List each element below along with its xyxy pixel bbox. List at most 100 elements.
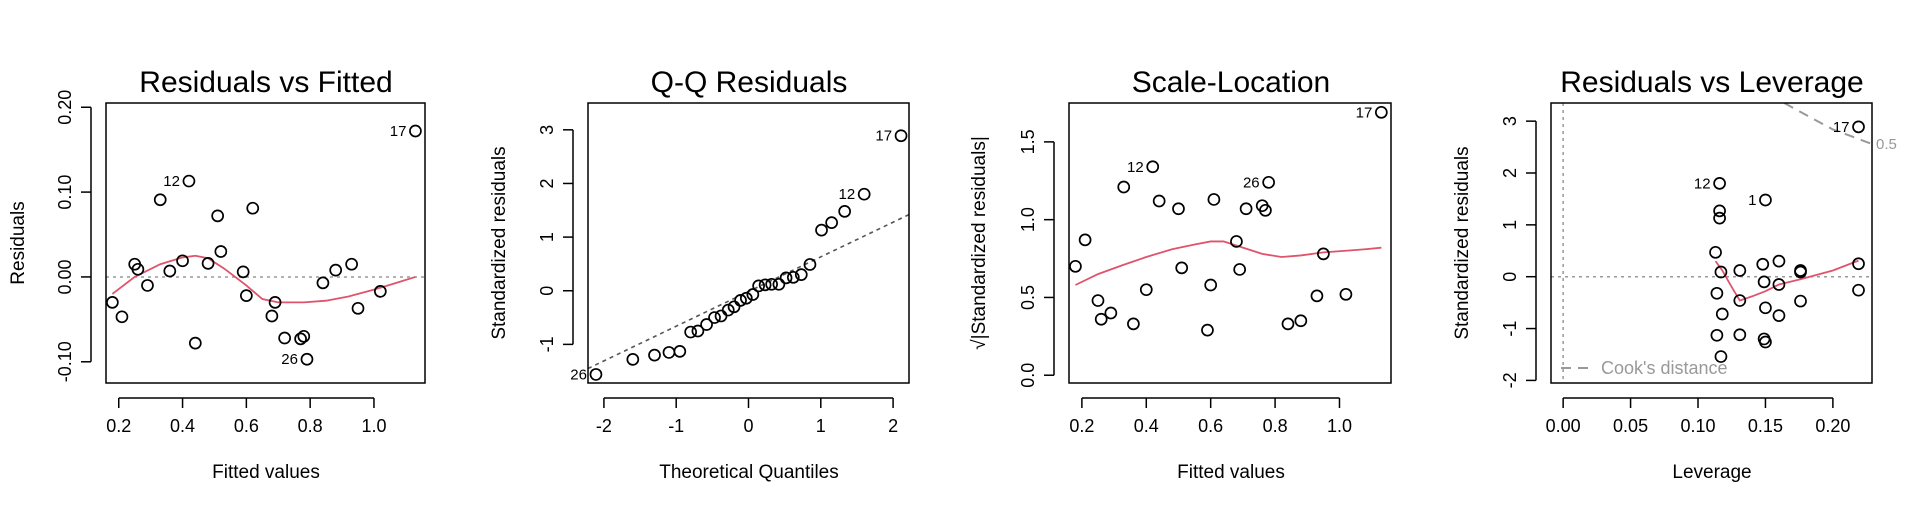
panel-residuals-vs-fitted: Residuals vs Fitted Fitted values Residu… [8, 66, 426, 483]
y-tick-label: 0.10 [55, 175, 75, 210]
x-tick-label: 0.05 [1613, 416, 1648, 436]
data-point [1852, 257, 1865, 271]
x-tick-label: 0.6 [234, 416, 259, 436]
y-tick-label: 2 [1500, 168, 1520, 178]
x-tick-label: 0.8 [298, 416, 323, 436]
data-point [1294, 314, 1308, 328]
data-point [1710, 286, 1724, 300]
chart-title: Residuals vs Fitted [139, 66, 392, 99]
data-point [1759, 301, 1772, 315]
data-point [1733, 264, 1747, 277]
y-tick-label: 0.5 [1018, 285, 1038, 310]
data-point [1710, 328, 1724, 342]
y-tick-label: 3 [537, 125, 557, 135]
data-point [1117, 180, 1131, 194]
data-point [626, 353, 640, 366]
data-point [1733, 294, 1747, 307]
y-tick-label: 2 [537, 178, 557, 188]
data-point [351, 301, 365, 315]
data-point [246, 201, 260, 215]
data-point [1374, 105, 1388, 119]
point-label: 12 [163, 173, 180, 190]
data-point [1175, 261, 1189, 275]
y-axis-label: Residuals [8, 201, 29, 284]
point-label: 26 [1243, 174, 1260, 191]
data-point [1201, 323, 1214, 337]
data-point [1233, 263, 1247, 276]
x-tick-label: 0.2 [1069, 416, 1094, 436]
data-point [662, 346, 676, 359]
data-point [1127, 317, 1140, 331]
data-point [1852, 120, 1865, 134]
data-point [857, 187, 871, 201]
data-point [1713, 177, 1726, 190]
chart-title: Scale-Location [1132, 66, 1330, 99]
data-point [201, 257, 215, 270]
plot-area [106, 254, 425, 304]
x-tick-label: 0 [743, 416, 753, 436]
data-point [1339, 287, 1353, 301]
x-tick-label: 0.4 [170, 416, 195, 436]
data-point [734, 294, 747, 307]
point-label: 17 [875, 128, 892, 145]
point-label: 12 [1127, 159, 1144, 176]
data-point [1733, 328, 1747, 342]
data-point [752, 279, 765, 293]
data-point [1310, 289, 1324, 303]
data-point [1091, 294, 1105, 307]
data-point [746, 288, 760, 301]
data-point [1852, 283, 1865, 297]
data-point [815, 223, 828, 237]
point-label: 26 [281, 351, 298, 368]
data-point [1069, 259, 1082, 273]
panel-residuals-vs-leverage: Residuals vs Leverage Leverage Standardi… [1452, 66, 1897, 483]
x-tick-label: 0.2 [106, 416, 131, 436]
data-point [1756, 257, 1770, 271]
point-label: 1 [1748, 192, 1756, 209]
data-point [188, 336, 202, 350]
panel-scale-location: Scale-Location Fitted values √|Standardi… [969, 66, 1392, 483]
data-point [1772, 278, 1786, 291]
data-point [1139, 283, 1153, 297]
data-point [1104, 306, 1118, 320]
data-point [673, 345, 687, 358]
data-point [708, 311, 721, 324]
data-point [1713, 211, 1726, 225]
chart-title: Q-Q Residuals [651, 66, 848, 99]
data-point [1204, 278, 1218, 292]
y-tick-label: 3 [1500, 116, 1520, 126]
data-point [1714, 265, 1728, 279]
data-point [1239, 202, 1253, 216]
data-point [1709, 245, 1722, 259]
point-label: 12 [1694, 175, 1711, 192]
smooth-line [1714, 259, 1859, 302]
data-point [316, 276, 330, 290]
data-point [345, 257, 358, 271]
data-point [589, 368, 603, 381]
y-tick-label: 0.20 [55, 90, 75, 125]
x-tick-label: 0.00 [1546, 416, 1581, 436]
data-point [1794, 294, 1807, 308]
data-point [1172, 202, 1185, 216]
data-point [1317, 247, 1330, 261]
data-point [1715, 307, 1729, 321]
data-point [153, 193, 167, 207]
plot-area [1551, 103, 1872, 383]
x-tick-label: 0.20 [1815, 416, 1850, 436]
y-tick-label: -2 [1500, 372, 1520, 388]
point-label: 17 [1356, 104, 1373, 121]
data-point [1094, 312, 1108, 326]
data-point [691, 324, 705, 338]
x-tick-label: 1.0 [1327, 416, 1352, 436]
data-point [727, 300, 741, 314]
x-tick-label: 0.15 [1748, 416, 1783, 436]
data-point [1759, 193, 1772, 207]
data-point [1714, 350, 1728, 363]
data-point [265, 309, 279, 323]
data-point [141, 279, 154, 292]
data-point [214, 245, 228, 258]
data-point [894, 129, 908, 143]
data-point [838, 205, 852, 218]
y-tick-label: 0.0 [1018, 363, 1038, 388]
